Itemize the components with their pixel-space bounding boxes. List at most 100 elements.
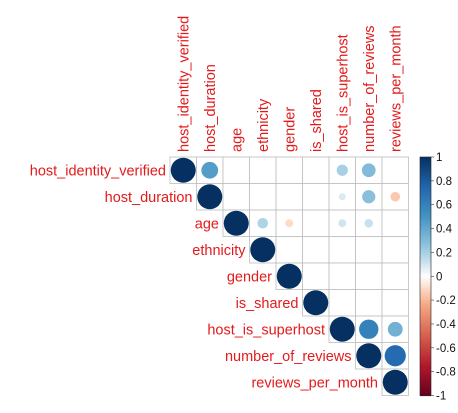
correlation-circle-host_duration-host_duration [197,184,223,210]
colorbar-segment [420,350,431,354]
colorbar-segment [420,300,431,304]
correlation-circle-age-ethnicity [257,217,269,229]
colorbar-segment [420,211,431,215]
colorbar-segment [420,235,431,239]
colorbar-segment [420,364,431,368]
column-label-is_shared: is_shared [309,89,325,152]
colorbar-segment [420,385,431,389]
colorbar-segment [420,190,431,194]
colorbar-segment [420,252,431,256]
colorbar-segment [420,173,431,177]
grid-cell [328,236,356,264]
colorbar-segment [420,276,431,280]
colorbar-tick-label: -1 [436,391,446,403]
colorbar-segment [420,261,431,265]
colorbar-segment [420,240,431,244]
row-label-host_identity_verified: host_identity_verified [30,163,166,179]
colorbar: 1 0.8 0.6 0.4 0.2 0 -0.2 -0.4 -0.6 -0.8 -1 [419,152,456,403]
colorbar-segment [420,178,431,182]
colorbar-tick-label: 0.4 [436,224,453,236]
colorbar-segment [420,393,431,397]
correlation-circle-host_duration-host_is_superhost [338,193,346,201]
colorbar-segment [420,230,431,234]
correlation-circle-age-age [223,210,249,236]
colorbar-segment [420,285,431,289]
correlation-circle-reviews_per_month-reviews_per_month [382,369,408,395]
colorbar-segment [420,245,431,249]
colorbar-segment [420,390,431,394]
colorbar-segment [420,271,431,275]
row-label-number_of_reviews: number_of_reviews [225,349,352,365]
colorbar-segment [420,371,431,375]
colorbar-tick-label: 0.2 [436,247,452,259]
colorbar-segment [420,216,431,220]
colorbar-segment [420,357,431,361]
colorbar-tick-label: -0.4 [436,319,456,331]
grid-cell [249,183,277,211]
colorbar-segment [420,295,431,299]
colorbar-segment [420,254,431,258]
colorbar-segment [420,338,431,342]
row-label-gender: gender [227,269,272,285]
colorbar-segment [420,359,431,363]
correlation-circle-number_of_reviews-reviews_per_month [384,345,406,367]
circle-layer [170,157,408,395]
colorbar-segment [420,157,431,160]
colorbar-segment [420,366,431,370]
grid-cell [355,289,383,317]
colorbar-segment [420,307,431,311]
colorbar-segment [420,228,431,232]
grid-cell [222,156,250,184]
colorbar-tick-label: -0.2 [436,295,456,307]
colorbar-segment [420,209,431,213]
grid-cell [275,156,303,184]
colorbar-segment [420,326,431,330]
colorbar-segment [420,362,431,366]
column-label-host_identity_verified: host_identity_verified [176,16,192,152]
colorbar-segment [420,290,431,294]
colorbar-segment [420,166,431,170]
grid-cell [381,289,409,317]
colorbar-segment [420,257,431,261]
column-label-gender: gender [282,107,298,152]
correlation-circle-host_duration-number_of_reviews [362,190,376,204]
colorbar-segment [420,381,431,385]
correlation-circle-host_duration-reviews_per_month [390,191,401,202]
grid-cell [355,156,383,184]
colorbar-segment [420,247,431,251]
colorbar-segment [420,374,431,378]
colorbar-segment [420,192,431,196]
column-label-number_of_reviews: number_of_reviews [362,25,378,152]
correlation-circle-host_is_superhost-host_is_superhost [329,316,355,342]
row-label-host_is_superhost: host_is_superhost [207,322,325,338]
grid-cell [381,236,409,264]
colorbar-segment [420,321,431,325]
colorbar-tick-label: 0 [436,271,442,283]
grid-cell [328,289,356,317]
colorbar-segment [420,340,431,344]
correlation-circle-host_identity_verified-host_is_superhost [336,164,348,176]
colorbar-segment [420,180,431,184]
grid-cell [275,236,303,264]
colorbar-tick-label: 0.6 [436,200,452,212]
colorbar-segment [420,161,431,165]
colorbar-segment [420,269,431,273]
colorbar-tick-label: -0.8 [436,367,456,379]
row-label-ethnicity: ethnicity [192,243,246,259]
grid-cell [302,262,330,290]
colorbar-segment [420,164,431,168]
column-label-host_is_superhost: host_is_superhost [335,34,351,152]
correlation-circle-age-host_is_superhost [338,219,347,228]
row-label-age: age [195,216,219,232]
grid-cell [302,236,330,264]
colorbar-segment [420,159,431,163]
colorbar-segment [420,292,431,296]
correlation-circle-age-number_of_reviews [364,218,374,228]
colorbar-segment [420,238,431,242]
colorbar-segment [420,223,431,227]
colorbar-segment [420,352,431,356]
colorbar-segment [420,221,431,225]
colorbar-segment [420,335,431,339]
column-label-reviews_per_month: reviews_per_month [388,25,404,152]
